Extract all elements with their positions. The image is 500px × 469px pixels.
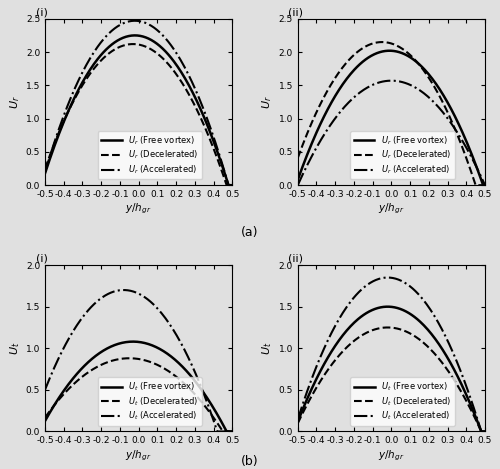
X-axis label: $y/h_{gr}$: $y/h_{gr}$ [126,202,152,216]
Legend: $U_r$ (Free vortex), $U_r$ (Decelerated), $U_r$ (Accelerated): $U_r$ (Free vortex), $U_r$ (Decelerated)… [98,131,202,179]
Text: (ii): (ii) [288,254,304,264]
Legend: $U_r$ (Free vortex), $U_r$ (Decelerated), $U_r$ (Accelerated): $U_r$ (Free vortex), $U_r$ (Decelerated)… [350,131,455,179]
Text: (i): (i) [36,254,48,264]
Text: (a): (a) [241,226,259,239]
Text: (b): (b) [241,455,259,469]
Legend: $U_t$ (Free vortex), $U_t$ (Decelerated), $U_t$ (Accelerated): $U_t$ (Free vortex), $U_t$ (Decelerated)… [98,378,202,426]
Y-axis label: $U_r$: $U_r$ [260,95,274,109]
Y-axis label: $U_t$: $U_t$ [260,341,274,355]
Y-axis label: $U_r$: $U_r$ [8,95,22,109]
X-axis label: $y/h_{gr}$: $y/h_{gr}$ [378,202,404,216]
X-axis label: $y/h_{gr}$: $y/h_{gr}$ [126,448,152,462]
Legend: $U_t$ (Free vortex), $U_t$ (Decelerated), $U_t$ (Accelerated): $U_t$ (Free vortex), $U_t$ (Decelerated)… [350,378,455,426]
Text: (ii): (ii) [288,8,304,17]
Text: (i): (i) [36,8,48,17]
Y-axis label: $U_t$: $U_t$ [8,341,22,355]
X-axis label: $y/h_{gr}$: $y/h_{gr}$ [378,448,404,462]
